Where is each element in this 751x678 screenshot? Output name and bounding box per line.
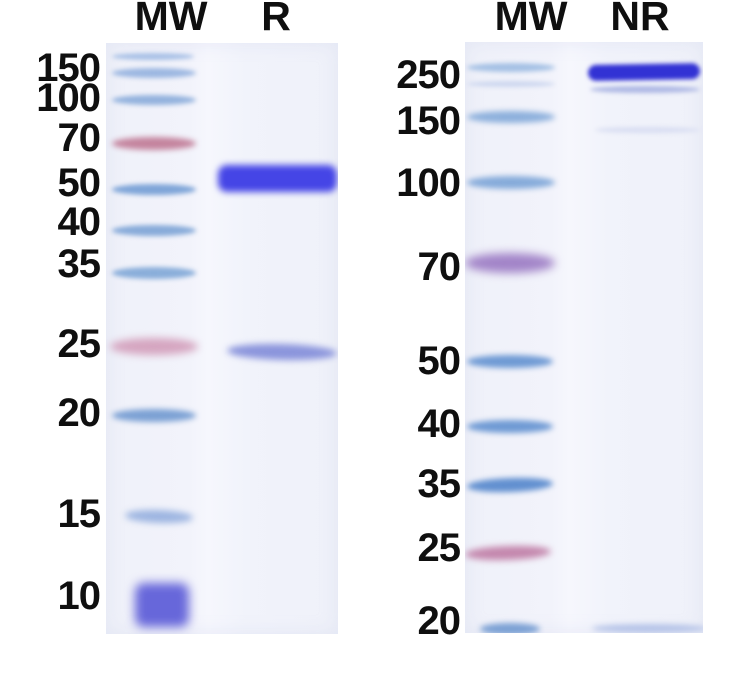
mw-label-non-reduced-250: 250 xyxy=(396,53,461,97)
band-reduced-ladder-20 xyxy=(112,408,196,422)
gel-panel-non-reduced xyxy=(465,42,703,633)
mw-label-reduced-150: 150 xyxy=(36,46,101,90)
band-reduced-ladder-70 xyxy=(112,136,196,150)
mw-label-reduced-40: 40 xyxy=(57,200,102,244)
mw-label-reduced-100: 100 xyxy=(36,76,101,120)
band-non-reduced-ladder-25 xyxy=(465,544,552,562)
band-reduced-ladder-35 xyxy=(112,267,196,279)
band-reduced-ladder-top-faint xyxy=(112,52,194,60)
band-non-reduced-ladder-100 xyxy=(467,175,555,189)
mw-label-reduced-70: 70 xyxy=(57,116,102,160)
band-non-reduced-sample-faint-150 xyxy=(595,127,700,133)
lane-header-non-reduced-mw: MW xyxy=(494,0,568,39)
band-non-reduced-ladder-35 xyxy=(466,476,554,494)
band-non-reduced-ladder-250-sub xyxy=(467,81,555,87)
band-non-reduced-ladder-20 xyxy=(480,623,540,633)
band-reduced-ladder-50 xyxy=(112,183,196,195)
band-non-reduced-ladder-150 xyxy=(467,111,555,123)
band-reduced-ladder-40 xyxy=(112,224,196,236)
band-reduced-sample-light-chain xyxy=(226,342,338,362)
band-non-reduced-ladder-40 xyxy=(467,419,553,433)
mw-label-non-reduced-40: 40 xyxy=(417,402,462,446)
mw-label-non-reduced-100: 100 xyxy=(396,161,461,205)
band-non-reduced-ladder-250 xyxy=(467,62,555,72)
lane-header-reduced-r: R xyxy=(261,0,291,39)
lane-header-reduced-mw: MW xyxy=(134,0,208,39)
mw-label-reduced-50: 50 xyxy=(57,161,102,205)
mw-label-reduced-10: 10 xyxy=(57,574,102,618)
band-non-reduced-sample-bottom-smear xyxy=(592,623,703,633)
band-non-reduced-sample-intact-igg xyxy=(587,63,701,81)
band-non-reduced-ladder-70 xyxy=(465,253,555,273)
band-reduced-sample-heavy-chain xyxy=(218,164,337,192)
mw-label-reduced-25: 25 xyxy=(57,322,102,366)
band-reduced-ladder-100 xyxy=(112,95,196,105)
band-reduced-ladder-150 xyxy=(112,68,196,78)
mw-label-non-reduced-150: 150 xyxy=(396,99,461,143)
mw-label-reduced-15: 15 xyxy=(57,492,102,536)
mw-label-non-reduced-70: 70 xyxy=(417,245,462,289)
mw-label-non-reduced-25: 25 xyxy=(417,526,462,570)
lane-header-non-reduced-nr: NR xyxy=(610,0,670,39)
band-reduced-ladder-15 xyxy=(124,508,194,524)
band-non-reduced-sample-sub-band xyxy=(590,85,700,93)
mw-label-reduced-20: 20 xyxy=(57,391,102,435)
mw-label-reduced-35: 35 xyxy=(57,242,102,286)
mw-label-non-reduced-35: 35 xyxy=(417,462,462,506)
gel-panel-reduced xyxy=(106,43,338,634)
band-reduced-ladder-25 xyxy=(110,337,198,355)
band-reduced-ladder-10 xyxy=(135,583,189,627)
band-non-reduced-ladder-50 xyxy=(467,354,553,368)
mw-label-non-reduced-20: 20 xyxy=(417,599,462,643)
mw-label-non-reduced-50: 50 xyxy=(417,339,462,383)
